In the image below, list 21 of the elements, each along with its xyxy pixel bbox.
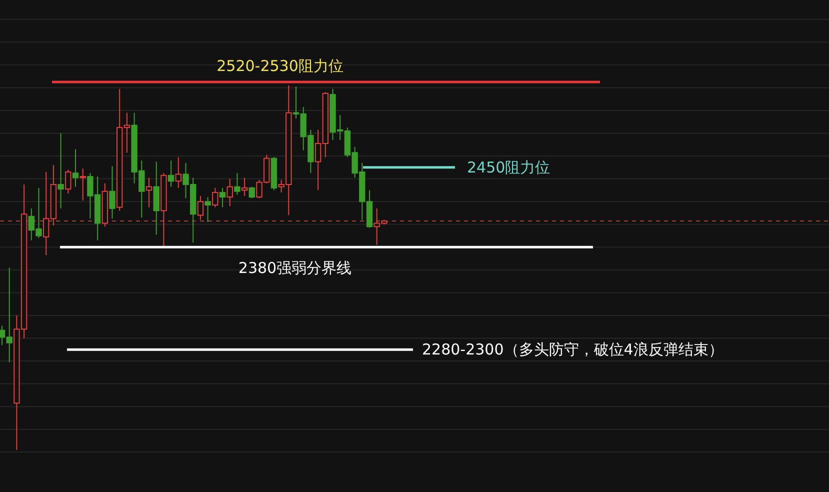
ref-line-label: 2280-2300（多头防守，破位4浪反弹结束）: [422, 340, 724, 359]
candlestick: [80, 168, 86, 201]
candlestick: [72, 148, 79, 188]
ref-line-label: 2380强弱分界线: [238, 259, 352, 278]
candlestick: [153, 161, 160, 236]
candlestick: [197, 195, 204, 220]
candlestick: [58, 132, 64, 209]
candlestick: [226, 178, 233, 207]
candlestick: [109, 166, 116, 220]
candlestick: [248, 186, 255, 199]
candlestick: [175, 156, 182, 188]
candlestick: [234, 172, 240, 196]
ref-line-label: 2450阻力位: [467, 158, 550, 176]
candlestick: [146, 177, 152, 208]
candlestick: [168, 160, 174, 188]
candlestick: [212, 187, 218, 208]
candlestick: [65, 169, 72, 194]
ref-line-label: 2520-2530阻力位: [216, 57, 344, 75]
candlestick: [241, 177, 248, 196]
candlestick: [204, 196, 211, 223]
candlestick: [219, 187, 226, 208]
